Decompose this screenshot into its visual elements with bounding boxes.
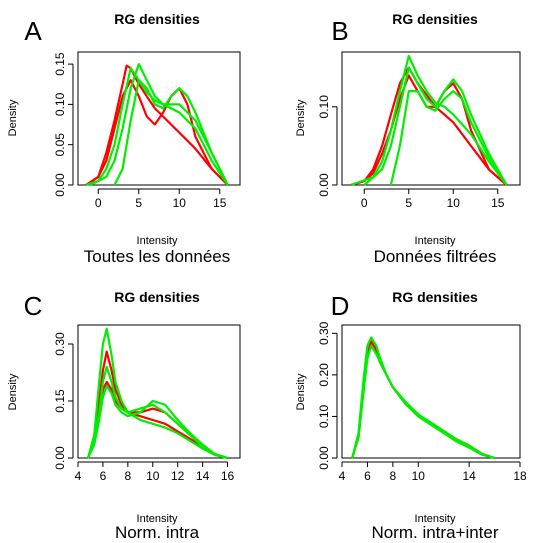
panel-letter: B (331, 16, 348, 46)
x-tick-label: 5 (135, 196, 142, 210)
series-line-2 (351, 336, 495, 460)
y-tick-label: 0.15 (53, 52, 67, 76)
plot-frame (77, 51, 241, 186)
x-axis-label: Intensity (415, 513, 456, 525)
series-line-1 (85, 64, 229, 186)
x-tick-label: 8 (390, 469, 397, 483)
y-tick-label: 0.00 (317, 173, 331, 197)
y-tick-label: 0.00 (53, 446, 67, 470)
chart-title: RG densities (114, 289, 200, 305)
y-axis-label: Density (7, 99, 19, 136)
x-tick-label: 0 (361, 196, 368, 210)
series-line-3 (351, 344, 495, 460)
x-tick-label: 0 (95, 196, 102, 210)
series-line-2 (85, 79, 229, 186)
series-line-1 (351, 340, 495, 460)
panel-caption: Norm. intra (115, 523, 200, 542)
x-tick-label: 14 (196, 469, 210, 483)
x-tick-label: 15 (213, 196, 227, 210)
plot-frame (341, 51, 521, 186)
series-line-4 (89, 62, 229, 186)
y-tick-label: 0.10 (317, 95, 331, 119)
x-tick-label: 15 (491, 196, 505, 210)
x-axis-label: Intensity (137, 513, 178, 525)
panel-c: C RG densities 4 6 8 10 12 14 16 0.00 0.15 0.30 Inte… (7, 289, 241, 542)
y-tick-label: 0.30 (53, 332, 67, 356)
series-line-3 (86, 327, 228, 460)
y-axis-label: Density (295, 99, 307, 136)
series-line-2 (350, 74, 508, 187)
plot-frame (77, 324, 241, 459)
chart-title: RG densities (114, 11, 200, 27)
panel-b: B RG densities 0 5 10 15 0.00 0.10 Intensity Dens… (295, 11, 521, 266)
x-axis-label: Intensity (137, 235, 178, 247)
x-tick-label: 10 (412, 469, 426, 483)
x-tick-label: 4 (339, 469, 346, 483)
panel-letter: A (24, 16, 42, 46)
y-tick-label: 0.30 (317, 321, 331, 345)
chart-title: RG densities (392, 11, 478, 27)
x-tick-label: 10 (146, 469, 160, 483)
y-tick-label: 0.15 (53, 389, 67, 413)
series-line-5 (87, 384, 228, 460)
y-tick-label: 0.05 (53, 133, 67, 157)
panel-caption: Données filtrées (374, 247, 497, 266)
x-tick-label: 14 (462, 469, 476, 483)
y-axis-label: Density (295, 373, 307, 410)
series-line-5 (389, 90, 508, 186)
x-axis-label: Intensity (415, 235, 456, 247)
series-line-4 (86, 365, 228, 460)
y-axis-label: Density (7, 373, 19, 410)
x-tick-label: 10 (173, 196, 187, 210)
panel-a: A RG densities 0 5 10 15 0.00 0.05 0.10 0.15 Inten… (7, 11, 241, 266)
panel-caption: Norm. intra+inter (371, 523, 498, 542)
plot-frame (341, 324, 521, 459)
chart-title: RG densities (392, 289, 478, 305)
x-tick-label: 4 (75, 469, 82, 483)
x-tick-label: 6 (100, 469, 107, 483)
panel-letter: C (24, 291, 43, 321)
series-line-5 (113, 79, 229, 186)
series-line-1 (350, 66, 508, 187)
y-tick-label: 0.10 (317, 404, 331, 428)
x-tick-label: 18 (513, 469, 527, 483)
panel-letter: D (331, 291, 350, 321)
x-tick-label: 12 (171, 469, 185, 483)
y-tick-label: 0.10 (53, 92, 67, 116)
series-line-3 (85, 67, 229, 187)
x-tick-label: 10 (447, 196, 461, 210)
y-tick-label: 0.00 (53, 173, 67, 197)
y-tick-label: 0.00 (317, 446, 331, 470)
x-tick-label: 16 (221, 469, 235, 483)
series-line-4 (363, 66, 508, 186)
y-tick-label: 0.20 (317, 363, 331, 387)
series-line-1 (86, 350, 228, 460)
x-tick-label: 6 (364, 469, 371, 483)
panel-caption: Toutes les données (84, 247, 231, 266)
x-tick-label: 8 (125, 469, 132, 483)
x-tick-label: 5 (405, 196, 412, 210)
series-line-3 (350, 54, 508, 187)
panel-d: D RG densities 4 6 8 10 14 18 0.00 0.10 0.20 0.30 In… (295, 289, 527, 542)
